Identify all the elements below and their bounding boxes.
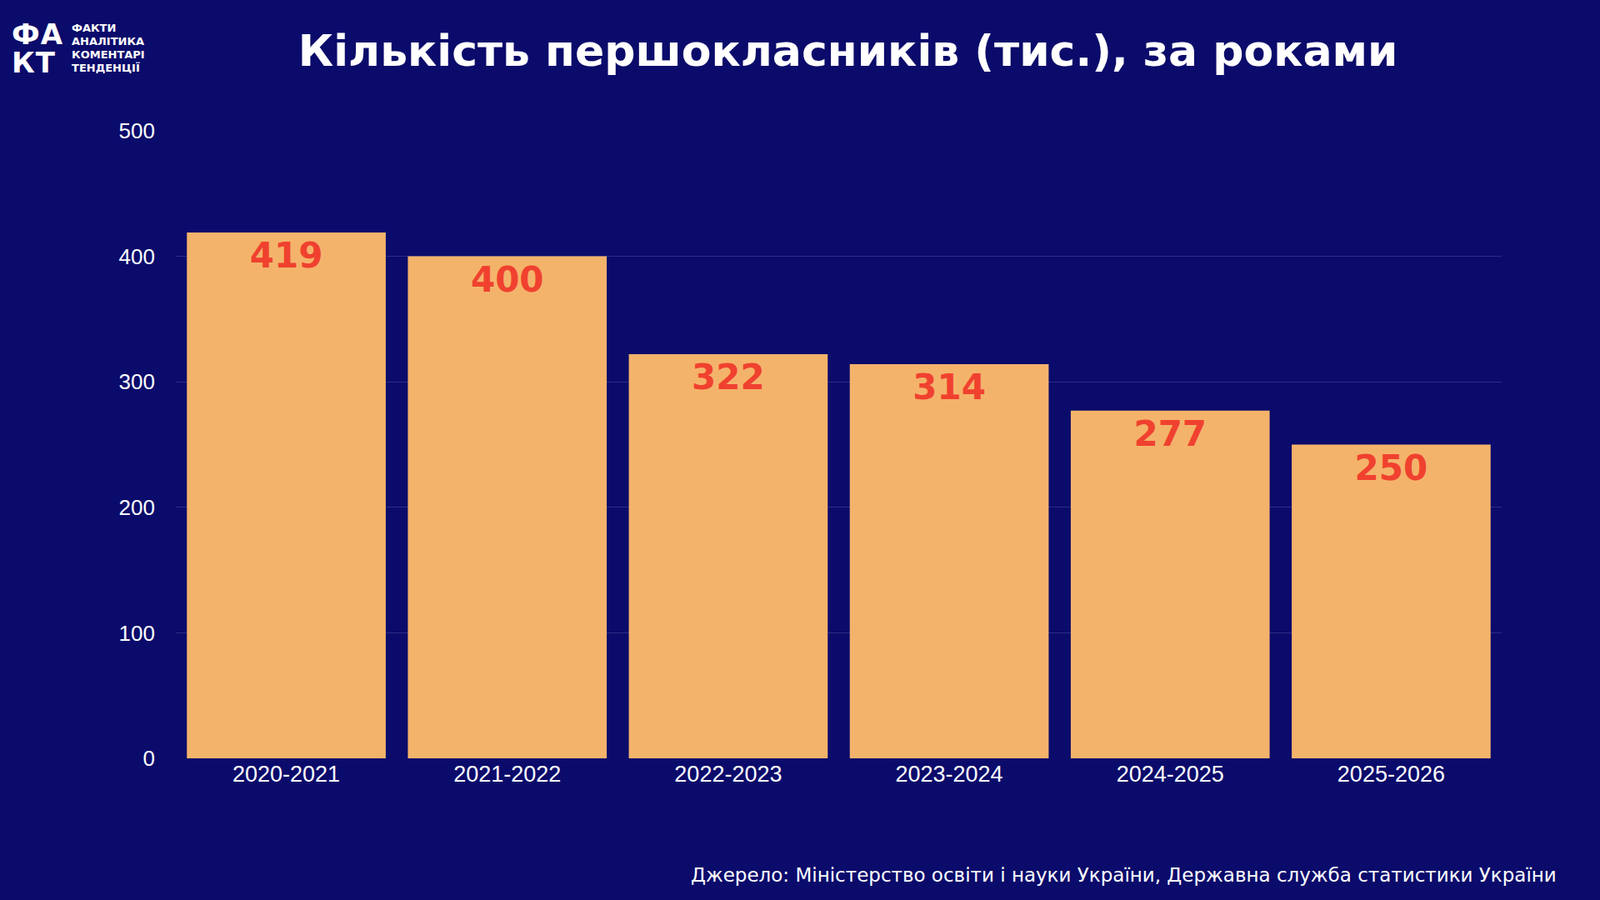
svg-text:400: 400 [119, 244, 155, 270]
svg-text:400: 400 [470, 259, 545, 300]
html-text:ФА: ФА [11, 17, 64, 51]
svg-text:322: 322 [691, 356, 765, 398]
svg-text:2021-2022: 2021-2022 [453, 761, 561, 787]
svg-text:100: 100 [119, 620, 155, 646]
svg-text:2022-2023: 2022-2023 [674, 761, 782, 787]
svg-text:300: 300 [119, 369, 155, 395]
html-text:АНАЛІТИКА: АНАЛІТИКА [71, 35, 145, 48]
svg-text:200: 200 [119, 495, 155, 520]
html-text:КОМЕНТАРІ: КОМЕНТАРІ [71, 48, 145, 61]
svg-text:250: 250 [1355, 447, 1429, 489]
html-text:ФАКТИ: ФАКТИ [71, 21, 117, 35]
svg-text:2024-2025: 2024-2025 [1116, 761, 1225, 787]
svg-text:Джерело: Міністерство освіти і: Джерело: Міністерство освіти і науки Укр… [690, 864, 1557, 886]
svg-text:277: 277 [1133, 413, 1207, 455]
svg-text:419: 419 [250, 235, 324, 276]
svg-text:314: 314 [912, 366, 986, 408]
html-text:КТ: КТ [11, 45, 56, 80]
html-text:ТЕНДЕНЦІЇ: ТЕНДЕНЦІЇ [71, 61, 140, 75]
svg-text:0: 0 [143, 745, 155, 771]
svg-text:2023-2024: 2023-2024 [895, 761, 1004, 787]
svg-text:500: 500 [119, 118, 155, 144]
svg-text:Кількість першокласників (тис.: Кількість першокласників (тис.), за рока… [298, 25, 1399, 76]
svg-text:2025-2026: 2025-2026 [1337, 761, 1445, 787]
svg-text:2020-2021: 2020-2021 [232, 761, 340, 787]
